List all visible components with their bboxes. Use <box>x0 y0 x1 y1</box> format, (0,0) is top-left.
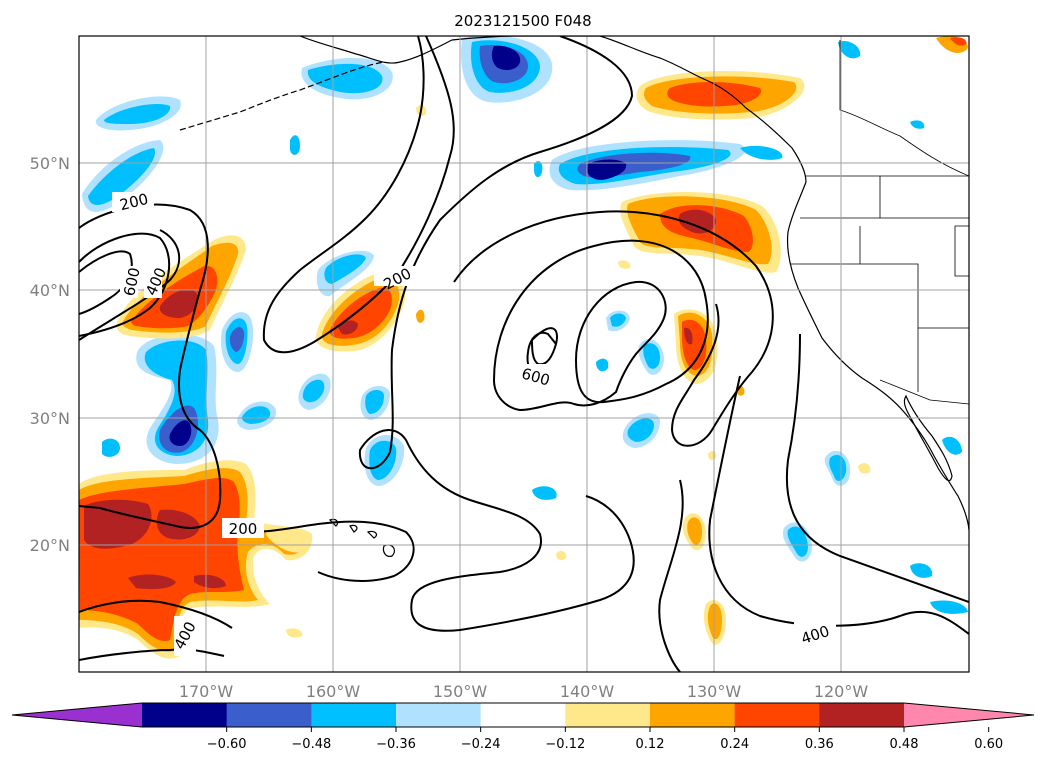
map-frame <box>78 35 970 673</box>
colorbar-swatch <box>226 703 312 727</box>
cool-anomaly-small-cells <box>102 40 968 614</box>
political-boundaries <box>790 40 969 405</box>
cool-anomaly-central-west <box>136 334 219 464</box>
contour-west-outer <box>79 229 180 341</box>
colorbar-tick-label: −0.60 <box>207 737 247 752</box>
lon-label-130w: 130°W <box>687 682 742 701</box>
map-title: 2023121500 F048 <box>454 12 591 30</box>
colorbar-swatch <box>650 703 736 727</box>
colorbar-swatches <box>11 702 1035 728</box>
contour-east-400 <box>708 375 969 635</box>
contour-east-outer <box>785 333 969 603</box>
contour-sw-200 <box>235 520 415 582</box>
contour-south-400 <box>79 648 225 661</box>
contour-lines <box>79 36 969 672</box>
colorbar-tick-label: 0.12 <box>636 737 665 752</box>
contour-west-200 <box>79 203 222 529</box>
contour-400-ring <box>453 210 774 447</box>
longitude-labels: 170°W 160°W 150°W 140°W 130°W 120°W <box>179 682 869 701</box>
colorbar-ticks: −0.60 −0.48 −0.36 −0.24 −0.12 0.12 0.24 0.36 0.4… <box>207 727 1003 752</box>
aleutian-chain <box>179 61 385 131</box>
contour-low-center <box>492 239 709 412</box>
north-america-west-coast <box>786 181 969 531</box>
contour-label: 200 <box>229 520 258 538</box>
latitude-labels: 50°N 40°N 30°N 20°N <box>30 154 70 555</box>
warm-anomaly-subtropical-west <box>79 460 313 659</box>
colorbar-tick-label: 0.36 <box>805 737 834 752</box>
lat-label-30n: 30°N <box>30 409 70 428</box>
colorbar-outline <box>11 702 1035 728</box>
contour-south-200 <box>79 599 233 629</box>
colorbar-tick-label: −0.36 <box>376 737 416 752</box>
colorbar-tick-label: 0.24 <box>720 737 749 752</box>
lat-label-40n: 40°N <box>30 281 70 300</box>
contour-200-north <box>262 36 455 354</box>
contour-west-400 <box>79 232 171 337</box>
lon-label-150w: 150°W <box>433 682 488 701</box>
contour-label: 600 <box>120 266 144 298</box>
alaska-coast <box>299 36 807 183</box>
warm-anomaly-small-cells <box>286 105 871 645</box>
colorbar: −0.60 −0.48 −0.36 −0.24 −0.12 0.12 0.24 0.36 0.4… <box>11 702 1035 752</box>
lat-label-50n: 50°N <box>30 154 70 173</box>
colorbar-swatch <box>734 703 820 727</box>
contour-labels: 200 600 400 200 600 200 400 400 <box>112 190 836 656</box>
colorbar-swatch <box>142 703 228 727</box>
colorbar-swatch <box>311 703 397 727</box>
lon-label-160w: 160°W <box>306 682 361 701</box>
colorbar-tick-label: −0.12 <box>545 737 585 752</box>
colorbar-extend-low <box>12 703 142 727</box>
cool-anomaly-north-pacific-gulf <box>461 36 553 103</box>
cool-anomaly-bering <box>95 96 181 131</box>
lon-label-140w: 140°W <box>560 682 615 701</box>
lon-label-120w: 120°W <box>814 682 869 701</box>
warm-anomaly-central <box>315 271 405 352</box>
colorbar-tick-label: 0.60 <box>974 737 1003 752</box>
colorbar-tick-label: −0.24 <box>461 737 501 752</box>
colorbar-swatch <box>565 703 651 727</box>
contour-se-center <box>658 479 684 672</box>
colorbar-swatch <box>819 703 905 727</box>
colorbar-swatch <box>396 703 482 727</box>
cool-anomaly-alaska <box>301 58 393 100</box>
contour-outer-ring-north <box>358 36 635 632</box>
map-panel: 200 600 400 200 600 200 400 400 <box>78 35 970 673</box>
cool-anomaly-west-edge <box>82 140 164 212</box>
colorbar-tick-label: 0.48 <box>890 737 919 752</box>
lon-label-170w: 170°W <box>179 682 234 701</box>
warm-anomaly-west-40n <box>116 235 246 339</box>
colorbar-tick-label: −0.48 <box>291 737 331 752</box>
lat-label-20n: 20°N <box>30 536 70 555</box>
colorbar-swatch <box>480 703 566 727</box>
cool-anomaly-offshore-bc <box>549 140 783 191</box>
colorbar-extend-high <box>904 703 1034 727</box>
